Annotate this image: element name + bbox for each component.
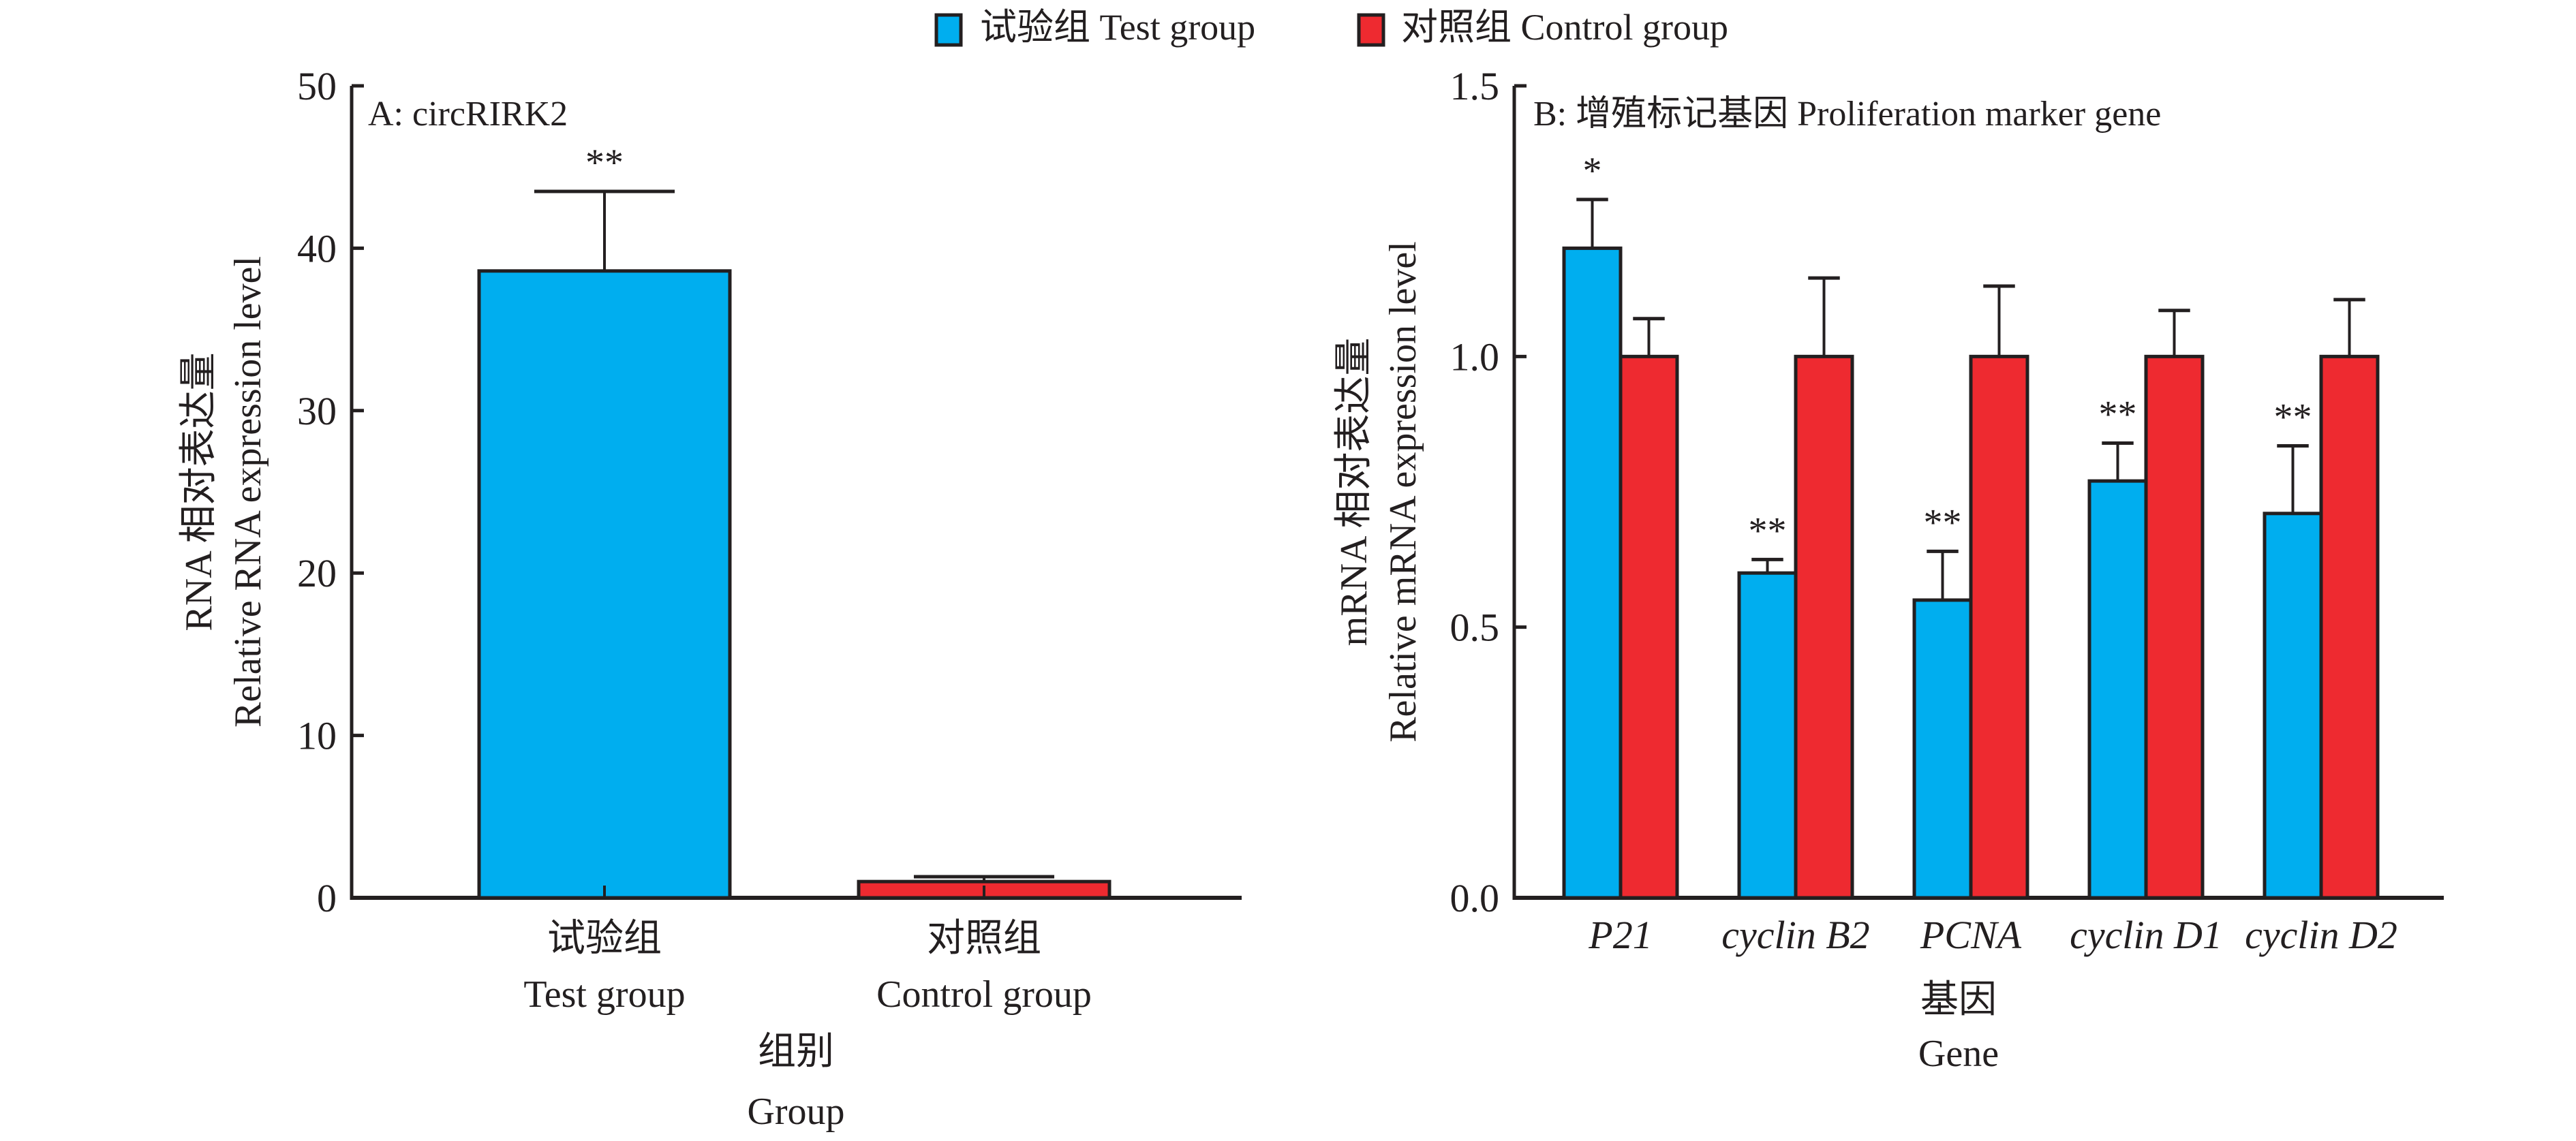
panel-b-series-0-cat-1-significance: **: [1749, 510, 1787, 552]
y-tick-label: 1.0: [1450, 334, 1500, 379]
panel-b-bars: *** **** **: [1562, 150, 2380, 900]
panel-b-series-0-cat-0-bar: [1562, 246, 1623, 900]
panel-b-series-0-cat-1-bar: [1737, 571, 1798, 900]
panel-a-series-0-cat-0-significance: **: [585, 142, 624, 184]
panel-b-series-1-cat-4-bar: [2319, 354, 2380, 900]
panel-b-series-0-cat-3-bar: [2087, 479, 2148, 900]
y-tick-label: 0.5: [1450, 606, 1500, 650]
panel-b-series-0-cat-3-significance: **: [2099, 393, 2137, 435]
panel-b-title: B: 增殖标记基因 Proliferation marker gene: [1533, 95, 2161, 134]
panel-a-axes: 0 10 20 30 40 50: [297, 64, 1242, 920]
panel-b-category-labels: P21 cyclin B2 PCNA cyclin D1 cyclin D2: [1588, 913, 2397, 957]
panel-b-series-1-cat-2-bar: [1969, 354, 2029, 900]
panel-a-xlabel-cn: 组别: [758, 1031, 834, 1073]
y-tick-label: 40: [297, 226, 337, 270]
y-tick-label: 10: [297, 714, 337, 758]
panel-a-ylabel-en: Relative RNA expression level: [227, 256, 269, 728]
panel-a-title: A: circRIRK2: [368, 95, 568, 134]
legend-swatch-control: [1357, 13, 1385, 47]
legend-label-test: 试验组 Test group: [980, 7, 1255, 48]
panel-b-series-1-cat-3-bar: [2144, 354, 2205, 900]
panel-b-ylabel-en: Relative mRNA expression level: [1382, 241, 1424, 743]
panel-a: A: circRIRK2 RNA 相对表达量 Relative RNA expr…: [178, 64, 1242, 1133]
panel-b: B: 增殖标记基因 Proliferation marker gene mRNA…: [1333, 64, 2444, 1075]
panel-b-series-0-cat-4-significance: **: [2274, 396, 2312, 438]
x-category-label: cyclin D2: [2245, 913, 2397, 957]
panel-a-xlabel-en: Group: [747, 1091, 844, 1133]
y-tick-label: 20: [297, 551, 337, 595]
panel-b-series-0-cat-2-significance: **: [1924, 501, 1962, 544]
legend: 试验组 Test group 对照组 Control group: [934, 7, 1728, 48]
x-category-label: cyclin D1: [2070, 913, 2222, 957]
panel-b-series-0-cat-4-bar: [2263, 512, 2323, 900]
x-category-label: PCNA: [1920, 913, 2022, 957]
legend-label-control: 对照组 Control group: [1401, 7, 1728, 48]
panel-a-cat-0-en: Test group: [523, 973, 685, 1016]
panel-a-ylabel: RNA 相对表达量 Relative RNA expression level: [178, 256, 269, 728]
panel-a-cat-1-en: Control group: [876, 973, 1092, 1016]
y-tick-label: 1.5: [1450, 64, 1500, 108]
y-tick-label: 30: [297, 389, 337, 433]
x-category-label: P21: [1588, 913, 1652, 957]
panel-b-ylabel-cn: mRNA 相对表达量: [1333, 338, 1375, 646]
panel-b-ylabel: mRNA 相对表达量 Relative mRNA expression leve…: [1333, 241, 1424, 743]
panel-a-bars: **: [477, 142, 1111, 900]
panel-b-xlabel-cn: 基因: [1920, 979, 1997, 1021]
y-tick-label: 50: [297, 64, 337, 108]
panel-b-xlabel-en: Gene: [1918, 1033, 1999, 1075]
y-tick-label: 0: [317, 876, 337, 920]
x-category-label: cyclin B2: [1721, 913, 1869, 957]
y-tick-label: 0.0: [1450, 876, 1500, 920]
panel-a-series-0-cat-0-bar: [477, 269, 732, 900]
panel-b-series-1-cat-1-bar: [1794, 354, 1854, 900]
panel-a-ylabel-cn: RNA 相对表达量: [178, 352, 220, 631]
panel-b-series-0-cat-0-significance: *: [1583, 150, 1602, 192]
panel-a-cat-0-cn: 试验组: [547, 918, 662, 960]
panel-b-series-0-cat-2-bar: [1912, 598, 1973, 900]
panel-b-series-1-cat-0-bar: [1619, 354, 1679, 900]
legend-swatch-test: [934, 13, 963, 47]
panel-a-cat-1-cn: 对照组: [927, 918, 1041, 960]
